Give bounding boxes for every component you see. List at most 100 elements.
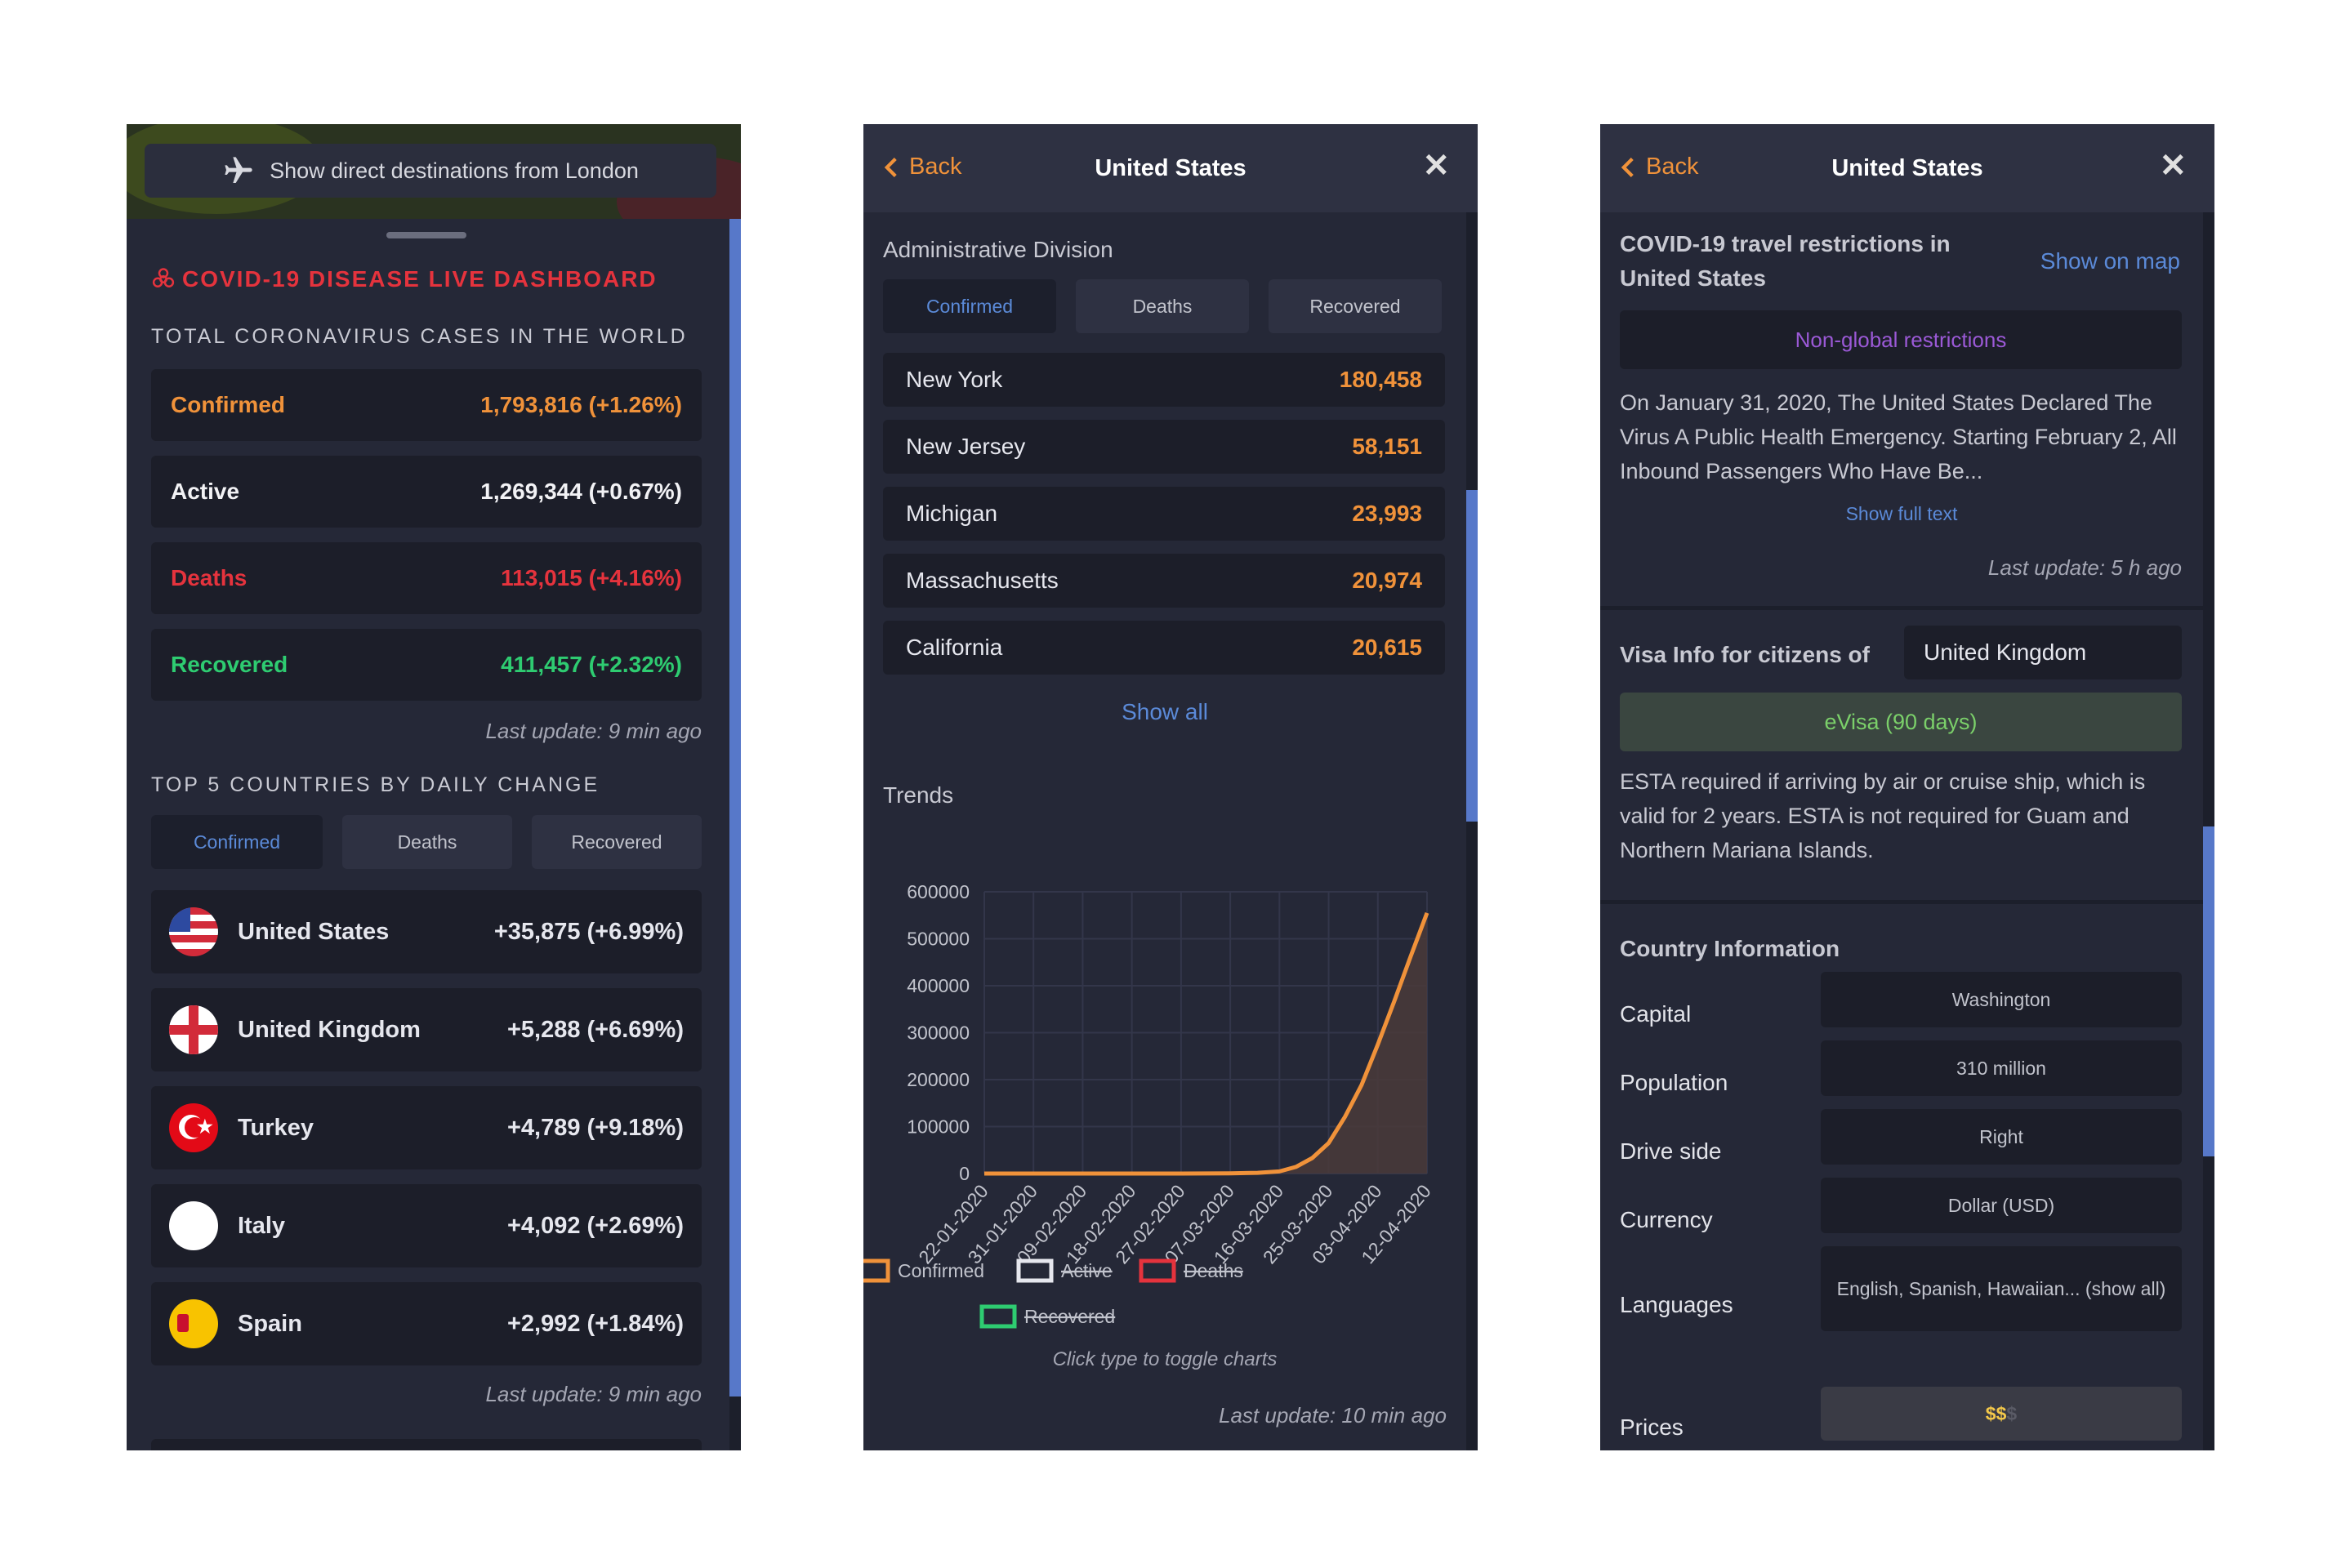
y-tick-label: 100000: [907, 1116, 970, 1138]
close-icon[interactable]: ✕: [1422, 148, 1450, 184]
legend-item-deaths[interactable]: Deaths: [1139, 1258, 1243, 1283]
restriction-text: On January 31, 2020, The United States D…: [1620, 390, 2177, 483]
prices-dim: $: [2006, 1403, 2018, 1424]
legend-swatch: [979, 1304, 1017, 1329]
country-name: Italy: [238, 1212, 286, 1239]
country-row-turkey[interactable]: ★ Turkey +4,789 (+9.18%): [151, 1086, 702, 1169]
scrollbar-thumb[interactable]: [729, 219, 741, 1396]
confirmed-line: [984, 912, 1429, 1176]
country-change: +5,288 (+6.69%): [506, 1016, 684, 1043]
country-name: United States: [238, 918, 390, 945]
show-full-text-link[interactable]: Show full text: [1845, 503, 1958, 524]
scrollbar-thumb[interactable]: [2203, 826, 2214, 1156]
scrollbar-track[interactable]: [1466, 212, 1478, 1450]
destinations-label: Show direct destinations from London: [270, 158, 639, 183]
info-value-capital: Washington: [1821, 972, 2182, 1027]
chevron-left-icon: [1621, 157, 1634, 177]
y-tick-label: 0: [959, 1163, 970, 1184]
info-label-languages: Languages: [1620, 1292, 1733, 1317]
us-flag-icon: [169, 907, 218, 956]
last-update-text: Last update: 9 min ago: [485, 719, 702, 743]
show-on-map-link[interactable]: Show on map: [2040, 248, 2180, 274]
tab-deaths[interactable]: Deaths: [1076, 279, 1249, 333]
y-tick-label: 600000: [907, 881, 970, 902]
info-label-currency: Currency: [1620, 1207, 1713, 1232]
legend-swatch: [1139, 1258, 1176, 1283]
tab-confirmed[interactable]: Confirmed: [151, 815, 323, 869]
page-title: United States: [1831, 154, 1983, 181]
dashboard-panel: Show direct destinations from London COV…: [127, 124, 741, 1450]
stat-row-confirmed[interactable]: Confirmed 1,793,816 (+1.26%): [151, 369, 702, 441]
country-change: +4,789 (+9.18%): [506, 1114, 684, 1141]
drag-handle[interactable]: [386, 232, 466, 238]
state-name: New York: [906, 367, 1003, 392]
country-row-italy[interactable]: Italy +4,092 (+2.69%): [151, 1184, 702, 1267]
tab-deaths[interactable]: Deaths: [342, 815, 512, 869]
legend-label: Confirmed: [898, 1260, 984, 1281]
tab-recovered[interactable]: Recovered: [532, 815, 702, 869]
country-name: Turkey: [238, 1114, 314, 1141]
section-divider: [1600, 606, 2203, 610]
legend-swatch: [863, 1258, 890, 1283]
legend-label: Active: [1061, 1260, 1113, 1281]
info-value-prices: $$ $: [1821, 1387, 2182, 1441]
info-value-languages[interactable]: English, Spanish, Hawaiian... (show all): [1821, 1246, 2182, 1331]
y-tick-label: 300000: [907, 1022, 970, 1044]
legend-item-confirmed[interactable]: Confirmed: [863, 1258, 984, 1283]
legend-item-active[interactable]: Active: [1016, 1258, 1113, 1283]
country-change: +2,992 (+1.84%): [506, 1310, 684, 1337]
next-section-row: [151, 1439, 702, 1450]
trends-caption: Trends: [883, 782, 954, 808]
stat-value: 411,457 (+2.32%): [501, 652, 682, 677]
page-title: United States: [1095, 154, 1247, 181]
info-label-population: Population: [1620, 1070, 1728, 1095]
country-row-spain[interactable]: Spain +2,992 (+1.84%): [151, 1282, 702, 1365]
stat-row-recovered[interactable]: Recovered 411,457 (+2.32%): [151, 629, 702, 701]
stat-label: Active: [171, 479, 240, 504]
country-change: +4,092 (+2.69%): [506, 1212, 684, 1239]
division-tabs: Confirmed Deaths Recovered: [883, 279, 1442, 333]
legend-label: Deaths: [1184, 1260, 1243, 1281]
last-update-text: Last update: 5 h ago: [1987, 555, 2182, 580]
close-icon[interactable]: ✕: [2159, 148, 2187, 184]
state-row[interactable]: California 20,615: [883, 621, 1445, 675]
show-all-link[interactable]: Show all: [1122, 699, 1208, 724]
show-destinations-button[interactable]: Show direct destinations from London: [145, 144, 716, 198]
biohazard-icon: [152, 268, 175, 287]
visa-country-select[interactable]: United Kingdom: [1904, 626, 2182, 679]
prices-value: $$: [1985, 1403, 2007, 1424]
state-value: 23,993: [1352, 501, 1422, 526]
stat-row-active[interactable]: Active 1,269,344 (+0.67%): [151, 456, 702, 528]
stat-label: Confirmed: [171, 392, 285, 417]
stat-value: 1,793,816 (+1.26%): [480, 392, 682, 417]
info-value-population: 310 million: [1821, 1040, 2182, 1096]
scrollbar-thumb[interactable]: [1466, 490, 1478, 822]
country-row-united-states[interactable]: United States +35,875 (+6.99%): [151, 890, 702, 973]
info-value-currency: Dollar (USD): [1821, 1178, 2182, 1233]
back-button[interactable]: Back: [883, 154, 961, 180]
country-row-united-kingdom[interactable]: United Kingdom +5,288 (+6.69%): [151, 988, 702, 1071]
tab-recovered[interactable]: Recovered: [1269, 279, 1442, 333]
dashboard-title: COVID-19 DISEASE LIVE DASHBOARD: [151, 266, 658, 292]
stat-value: 1,269,344 (+0.67%): [480, 479, 682, 504]
panel-header: Back United States ✕: [1600, 124, 2214, 212]
state-row[interactable]: New York 180,458: [883, 353, 1445, 407]
legend-item-recovered[interactable]: Recovered: [979, 1304, 1115, 1329]
admin-division-caption: Administrative Division: [883, 237, 1113, 262]
state-row[interactable]: Michigan 23,993: [883, 487, 1445, 541]
state-row[interactable]: New Jersey 58,151: [883, 420, 1445, 474]
stat-label: Recovered: [171, 652, 288, 677]
back-label: Back: [1646, 154, 1699, 180]
stat-row-deaths[interactable]: Deaths 113,015 (+4.16%): [151, 542, 702, 614]
tab-confirmed[interactable]: Confirmed: [883, 279, 1056, 333]
country-stats-panel: Back United States ✕ Administrative Divi…: [863, 124, 1478, 1450]
travel-info-panel: Back United States ✕ COVID-19 travel res…: [1600, 124, 2214, 1450]
info-label-capital: Capital: [1620, 1001, 1692, 1027]
back-button[interactable]: Back: [1620, 154, 1698, 180]
info-label-drive-side: Drive side: [1620, 1138, 1722, 1164]
stat-value: 113,015 (+4.16%): [501, 565, 682, 590]
spain-flag-icon: [169, 1299, 218, 1348]
state-row[interactable]: Massachusetts 20,974: [883, 554, 1445, 608]
trends-chart: 600000500000400000300000200000100000022-…: [863, 881, 1435, 1370]
state-name: New Jersey: [906, 434, 1026, 459]
